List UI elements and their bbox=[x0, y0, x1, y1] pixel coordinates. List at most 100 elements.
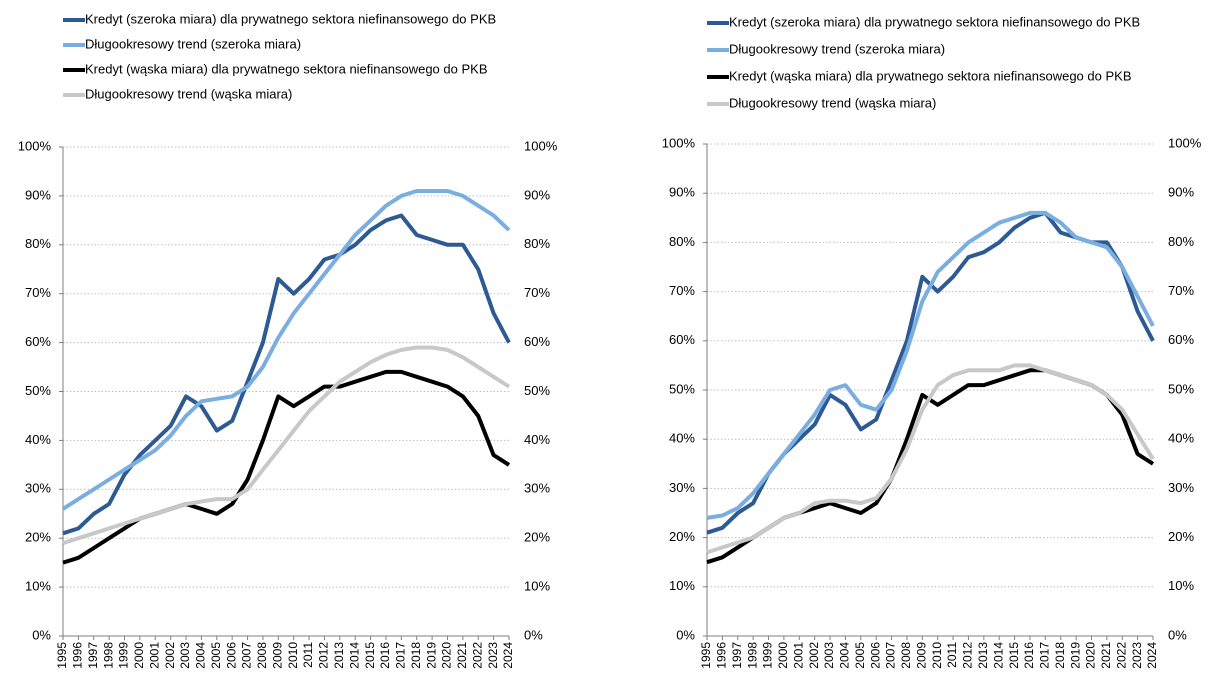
x-tick-label: 2021 bbox=[1099, 642, 1113, 669]
y2-tick-label: 40% bbox=[524, 432, 550, 447]
x-tick-label: 2007 bbox=[884, 642, 898, 669]
x-tick-label: 2016 bbox=[378, 642, 392, 669]
x-tick-label: 2017 bbox=[1038, 642, 1052, 669]
x-tick-label: 1996 bbox=[71, 642, 85, 669]
x-tick-label: 2024 bbox=[1145, 642, 1159, 669]
x-tick-label: 2002 bbox=[807, 642, 821, 669]
x-tick-label: 2020 bbox=[1084, 642, 1098, 669]
y-tick-label: 70% bbox=[669, 283, 695, 298]
y-tick-label: 10% bbox=[669, 578, 695, 593]
y-tick-label: 100% bbox=[18, 138, 52, 153]
x-tick-label: 2009 bbox=[270, 642, 284, 669]
x-tick-label: 2014 bbox=[991, 642, 1005, 669]
legend-label: Długookresowy trend (wąska miara) bbox=[729, 95, 936, 110]
x-tick-label: 2007 bbox=[240, 642, 254, 669]
x-tick-label: 1998 bbox=[101, 642, 115, 669]
x-tick-label: 1995 bbox=[55, 642, 69, 669]
y2-tick-label: 80% bbox=[1168, 234, 1194, 249]
x-tick-label: 2012 bbox=[317, 642, 331, 669]
x-tick-label: 2012 bbox=[961, 642, 975, 669]
x-tick-label: 2023 bbox=[1130, 642, 1144, 669]
x-tick-label: 2018 bbox=[1053, 642, 1067, 669]
x-tick-label: 1999 bbox=[117, 642, 131, 669]
x-tick-label: 2001 bbox=[791, 642, 805, 669]
y-tick-label: 20% bbox=[669, 529, 695, 544]
x-tick-label: 2000 bbox=[132, 642, 146, 669]
x-tick-label: 2011 bbox=[945, 642, 959, 668]
y2-tick-label: 10% bbox=[524, 579, 550, 594]
y2-tick-label: 60% bbox=[524, 334, 550, 349]
y2-tick-label: 20% bbox=[1168, 529, 1194, 544]
x-tick-label: 1998 bbox=[745, 642, 759, 669]
x-tick-label: 1995 bbox=[699, 642, 713, 669]
x-tick-label: 2019 bbox=[1068, 642, 1082, 669]
y2-tick-label: 0% bbox=[524, 627, 543, 642]
series-line bbox=[61, 189, 511, 511]
y-tick-label: 10% bbox=[25, 579, 51, 594]
x-tick-label: 2000 bbox=[776, 642, 790, 669]
x-tick-label: 1996 bbox=[715, 642, 729, 669]
x-tick-label: 2013 bbox=[332, 642, 346, 669]
y2-tick-label: 50% bbox=[524, 383, 550, 398]
x-tick-label: 2005 bbox=[853, 642, 867, 669]
series-line bbox=[706, 363, 1155, 555]
chart-panel: 0% 10% 20% 30% 40% 50% 60% 70% 80% 90% 100% 0% 10% 20… bbox=[18, 11, 558, 668]
y-tick-label: 40% bbox=[669, 431, 695, 446]
x-tick-label: 2004 bbox=[194, 642, 208, 669]
x-tick-label: 2024 bbox=[501, 642, 515, 669]
series-line bbox=[706, 210, 1155, 535]
y-tick-label: 80% bbox=[25, 236, 51, 251]
y2-tick-label: 10% bbox=[1168, 578, 1194, 593]
x-tick-label: 2018 bbox=[409, 642, 423, 669]
y2-tick-label: 80% bbox=[524, 236, 550, 251]
x-tick-label: 2008 bbox=[899, 642, 913, 669]
x-tick-label: 2015 bbox=[1007, 642, 1021, 669]
y-tick-label: 100% bbox=[662, 135, 696, 150]
y-tick-label: 90% bbox=[25, 187, 51, 202]
x-tick-label: 1997 bbox=[730, 642, 744, 669]
y-tick-label: 60% bbox=[669, 332, 695, 347]
x-tick-label: 2015 bbox=[363, 642, 377, 669]
y-tick-label: 0% bbox=[32, 627, 51, 642]
x-tick-label: 2014 bbox=[347, 642, 361, 669]
legend-label: Kredyt (wąska miara) dla prywatnego sekt… bbox=[85, 61, 488, 76]
x-tick-label: 2008 bbox=[255, 642, 269, 669]
y2-tick-label: 90% bbox=[1168, 185, 1194, 200]
y2-tick-label: 30% bbox=[1168, 480, 1194, 495]
x-tick-label: 2002 bbox=[163, 642, 177, 669]
x-tick-label: 2011 bbox=[301, 642, 315, 668]
x-tick-label: 2021 bbox=[455, 642, 469, 669]
x-tick-label: 1997 bbox=[86, 642, 100, 669]
x-tick-label: 2003 bbox=[178, 642, 192, 669]
y2-tick-label: 70% bbox=[1168, 283, 1194, 298]
series-line bbox=[62, 213, 511, 536]
x-tick-label: 2016 bbox=[1022, 642, 1036, 669]
y-tick-label: 20% bbox=[25, 530, 51, 545]
y-tick-label: 40% bbox=[25, 432, 51, 447]
y-tick-label: 50% bbox=[669, 381, 695, 396]
x-tick-label: 2005 bbox=[209, 642, 223, 669]
y2-tick-label: 100% bbox=[524, 138, 558, 153]
y-tick-label: 50% bbox=[25, 383, 51, 398]
y2-tick-label: 60% bbox=[1168, 332, 1194, 347]
y-tick-label: 80% bbox=[669, 234, 695, 249]
x-tick-label: 2017 bbox=[394, 642, 408, 669]
x-tick-label: 2010 bbox=[930, 642, 944, 669]
y2-tick-label: 0% bbox=[1168, 627, 1187, 642]
x-tick-label: 2010 bbox=[286, 642, 300, 669]
legend-label: Długookresowy trend (wąska miara) bbox=[85, 86, 292, 101]
series-line bbox=[62, 345, 511, 546]
series-line bbox=[706, 210, 1155, 520]
legend-label: Kredyt (wąska miara) dla prywatnego sekt… bbox=[729, 68, 1132, 83]
x-tick-label: 2022 bbox=[470, 642, 484, 669]
y2-tick-label: 30% bbox=[524, 481, 550, 496]
legend-label: Kredyt (szeroka miara) dla prywatnego se… bbox=[729, 14, 1140, 29]
x-tick-label: 2003 bbox=[822, 642, 836, 669]
legend-label: Długookresowy trend (szeroka miara) bbox=[85, 36, 301, 51]
x-tick-label: 2020 bbox=[440, 642, 454, 669]
x-tick-label: 2023 bbox=[486, 642, 500, 669]
y-tick-label: 70% bbox=[25, 285, 51, 300]
x-tick-label: 2022 bbox=[1114, 642, 1128, 669]
y-tick-label: 60% bbox=[25, 334, 51, 349]
